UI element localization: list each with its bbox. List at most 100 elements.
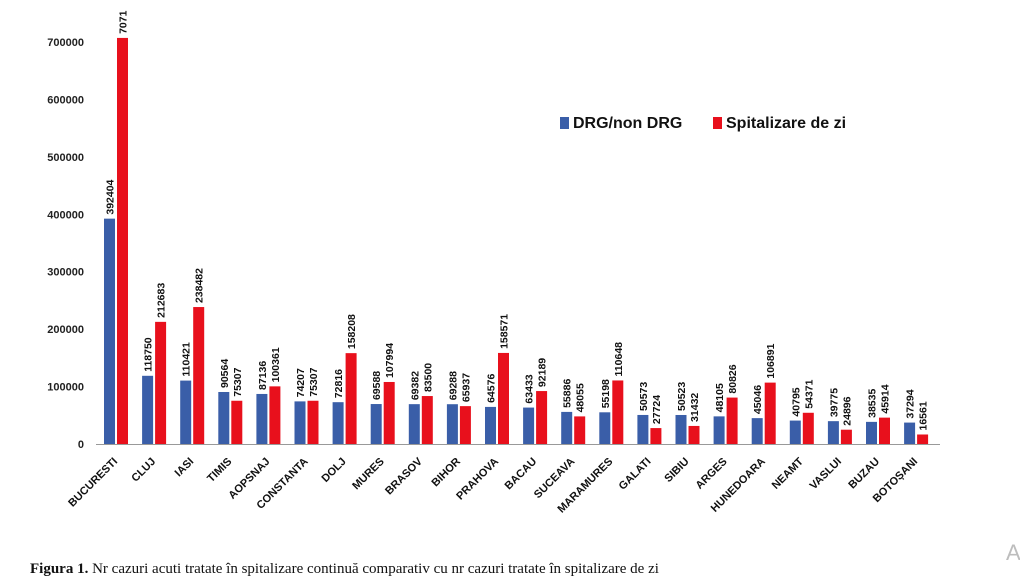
drg-bar [142, 375, 154, 444]
data-label: 45046 [752, 385, 764, 414]
data-label: 72816 [333, 369, 345, 398]
spitalizare-bar [764, 382, 776, 444]
category-label: BACAU [503, 456, 540, 493]
data-label: 50523 [676, 382, 688, 411]
drg-bar [408, 404, 420, 444]
data-label: 45914 [880, 384, 892, 413]
data-label: 392404 [105, 179, 117, 214]
spitalizare-bar [421, 396, 433, 444]
y-tick-label: 400000 [47, 209, 84, 221]
data-label: 55198 [600, 379, 612, 408]
spitalizare-bar [688, 425, 700, 444]
category-label: BIHOR [429, 456, 463, 490]
spitalizare-bar [917, 434, 929, 444]
data-label: 238482 [194, 268, 206, 303]
legend-label-spitalizare: Spitalizare de zi [726, 115, 846, 132]
spitalizare-bar [879, 417, 890, 444]
category-label: BUZAU [846, 456, 882, 492]
data-label: 48055 [575, 383, 587, 412]
y-tick-label: 600000 [47, 94, 84, 106]
spitalizare-bar [155, 321, 167, 444]
category-label: NEAMT [770, 455, 806, 491]
caption-text: Nr cazuri acuti tratate în spitalizare c… [92, 561, 659, 577]
spitalizare-bar [231, 400, 243, 444]
category-label: DOLJ [319, 456, 348, 485]
spitalizare-bar [307, 400, 319, 444]
data-label: 64576 [486, 374, 498, 403]
data-label: 75307 [232, 367, 244, 396]
y-tick-label: 100000 [47, 382, 84, 394]
drg-bar [256, 393, 268, 444]
y-tick-label: 0 [78, 439, 84, 451]
drg-bar [866, 421, 877, 444]
category-label: BUCURESTI [66, 456, 120, 510]
data-label: 212683 [156, 283, 168, 318]
data-label: 39775 [828, 388, 840, 417]
data-label: 158571 [499, 314, 511, 349]
figure-caption: Figura 1. Nr cazuri acuti tratate în spi… [30, 561, 659, 578]
spitalizare-bar [536, 391, 548, 444]
category-label: SIBIU [662, 456, 691, 485]
data-label: 63433 [524, 374, 536, 403]
drg-bar [637, 414, 649, 444]
drg-bar [180, 380, 192, 444]
drg-bar [485, 406, 496, 444]
y-tick-label: 700000 [47, 37, 84, 49]
drg-bar [713, 416, 725, 444]
data-label: 107994 [384, 343, 396, 378]
category-label: TIMIS [205, 456, 234, 485]
spitalizare-bar [574, 416, 586, 444]
y-tick-label: 500000 [47, 152, 84, 164]
data-label: 37294 [905, 389, 917, 418]
data-label: 31432 [689, 393, 701, 422]
data-label: 27724 [651, 395, 663, 424]
drg-bar [561, 411, 573, 444]
legend-swatch-spitalizare [713, 117, 722, 129]
category-label: ARGES [694, 456, 730, 492]
spitalizare-bar [193, 307, 205, 444]
drg-bar [904, 422, 916, 444]
data-label: 69588 [371, 371, 383, 400]
y-tick-label: 200000 [47, 324, 84, 336]
spitalizare-bar [269, 386, 281, 444]
data-label: 55886 [562, 379, 574, 408]
category-label: CLUJ [129, 456, 158, 485]
data-label: 75307 [308, 367, 320, 396]
drg-bar [218, 391, 230, 444]
drg-bar [294, 401, 306, 444]
data-label: 48105 [714, 383, 726, 412]
category-label: IASI [173, 456, 197, 480]
data-label: 54371 [803, 379, 815, 408]
drg-bar [751, 418, 763, 444]
data-label: 74207 [295, 368, 307, 397]
spitalizare-bar [840, 429, 852, 444]
data-label: 16561 [918, 401, 930, 430]
data-label: 65937 [460, 373, 472, 402]
category-label: VASLUI [808, 456, 844, 492]
corner-mark: A [1006, 540, 1020, 565]
data-label: 24896 [841, 396, 853, 425]
spitalizare-bar [612, 380, 624, 444]
category-label: BRASOV [383, 455, 425, 497]
data-label: 7071 [118, 10, 130, 34]
data-label: 83500 [422, 363, 434, 392]
drg-bar [446, 404, 458, 444]
legend-label-drg: DRG/non DRG [573, 115, 682, 132]
drg-bar [332, 402, 344, 444]
spitalizare-bar [650, 428, 662, 444]
data-label: 100361 [270, 347, 282, 382]
drg-bar [827, 421, 839, 444]
data-label: 110421 [181, 342, 193, 377]
data-label: 80826 [727, 364, 739, 393]
data-label: 118750 [143, 337, 155, 372]
category-label: GALATI [617, 456, 654, 493]
drg-bar [104, 218, 115, 444]
data-label: 50573 [638, 382, 650, 411]
spitalizare-bar [383, 381, 395, 444]
drg-bar [789, 420, 801, 444]
spitalizare-bar [459, 406, 471, 444]
caption-label: Figura 1. [30, 561, 89, 577]
y-tick-label: 300000 [47, 267, 84, 279]
